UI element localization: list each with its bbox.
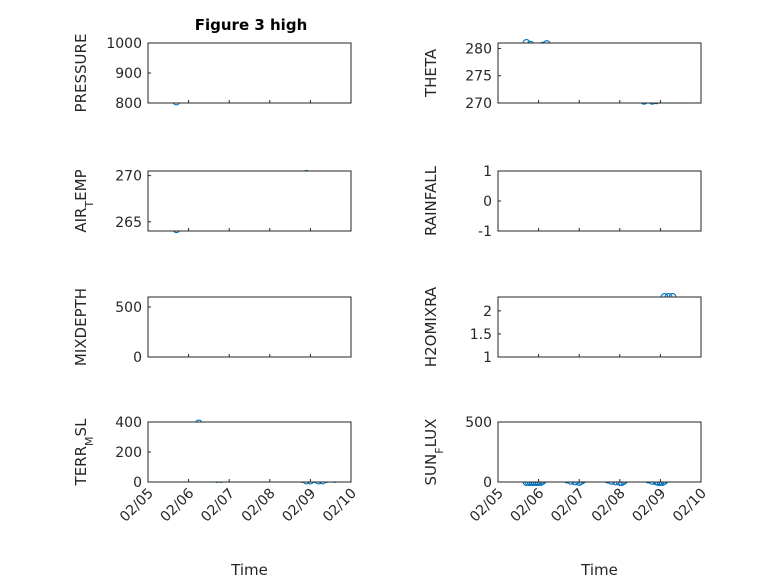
- x-tick-label: 02/07: [198, 486, 238, 526]
- subplot-pressure: 800 900 1000 PRESSURE: [72, 34, 352, 113]
- y-axis-label: RAINFALL: [422, 165, 440, 236]
- y-tick-label: 270: [465, 96, 492, 112]
- x-axis-label: Time: [580, 561, 618, 579]
- x-tick-label: 02/08: [239, 486, 279, 526]
- y-axis-label: SUNFLUX: [422, 419, 446, 486]
- axes-frame: [497, 170, 702, 232]
- y-tick-label: 0: [133, 350, 142, 366]
- axes-frame: [497, 296, 702, 358]
- subplot-terr-msl: 0 200 400 02/05 02/06 02/07 02/08 02/09 02/10 TER…: [72, 415, 360, 579]
- axes-frame: [147, 42, 352, 104]
- axes-frame: [497, 421, 702, 483]
- y-axis-label: H2OMIXRA: [422, 286, 440, 367]
- axes-frame: [147, 421, 352, 483]
- subplot-sun-flux: 0 500 02/05 02/06 02/07 02/08 02/09 02/10 SUNFLU…: [422, 415, 710, 579]
- y-tick-label: 0: [133, 475, 142, 491]
- y-tick-label: 1: [483, 164, 492, 180]
- y-tick-label: 900: [115, 66, 142, 82]
- subplot-mixdepth: 0 500 MIXDEPTH: [72, 288, 352, 366]
- axes-frame: [147, 296, 352, 358]
- x-tick-label: 02/09: [279, 486, 319, 526]
- subplot-air-temp: 265 270 AIRTEMP: [72, 169, 352, 234]
- y-tick-label: 200: [115, 445, 142, 461]
- x-tick-label: 02/10: [670, 486, 710, 526]
- figure-title: Figure 3 high: [195, 16, 308, 34]
- y-axis-label: PRESSURE: [72, 34, 90, 113]
- y-tick-label: 500: [465, 415, 492, 431]
- x-tick-label: 02/08: [589, 486, 629, 526]
- x-tick-label: 02/07: [548, 486, 588, 526]
- y-tick-label: 265: [115, 215, 142, 231]
- y-axis-label: TERRMSL: [72, 418, 96, 487]
- y-tick-label: 500: [115, 300, 142, 316]
- x-tick-label: 02/06: [508, 485, 548, 525]
- subplot-h2omixra: 1 1.5 2 H2OMIXRA: [422, 286, 702, 367]
- y-tick-label: 0: [483, 194, 492, 210]
- y-tick-label: 280: [465, 41, 492, 57]
- subplot-theta: 270 275 280 THETA: [422, 39, 702, 112]
- y-tick-label: 1000: [106, 36, 142, 52]
- x-tick-label: 02/05: [117, 486, 157, 526]
- x-tick-label: 02/06: [158, 485, 198, 525]
- axes-frame: [147, 170, 352, 232]
- y-tick-label: 2: [483, 304, 492, 320]
- subplot-rainfall: -1 0 1 RAINFALL: [422, 164, 702, 240]
- y-tick-label: 0: [483, 475, 492, 491]
- axes-frame: [497, 42, 702, 104]
- x-tick-label: 02/05: [467, 486, 507, 526]
- y-tick-label: 275: [465, 69, 492, 85]
- y-tick-label: 270: [115, 169, 142, 185]
- y-axis-label: AIRTEMP: [72, 169, 96, 232]
- x-axis-label: Time: [230, 561, 268, 579]
- y-tick-label: 800: [115, 96, 142, 112]
- y-tick-label: 400: [115, 415, 142, 431]
- x-tick-label: 02/09: [629, 486, 669, 526]
- x-tick-label: 02/10: [320, 486, 360, 526]
- y-tick-label: -1: [478, 224, 492, 240]
- y-tick-label: 1.5: [470, 327, 492, 343]
- y-axis-label: MIXDEPTH: [72, 288, 90, 366]
- y-tick-label: 1: [483, 350, 492, 366]
- y-axis-label: THETA: [422, 48, 440, 98]
